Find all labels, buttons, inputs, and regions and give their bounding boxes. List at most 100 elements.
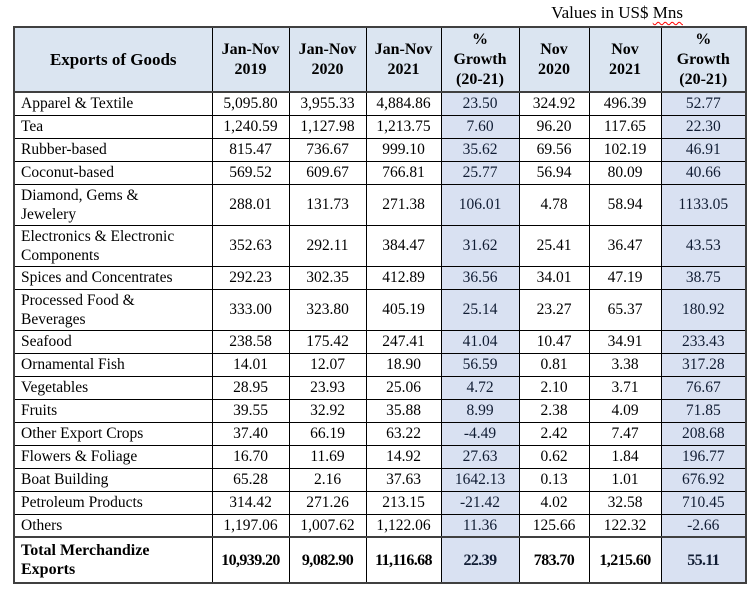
value-cell: 9,082.90 — [288, 536, 367, 584]
growth-value-cell: 1642.13 — [440, 467, 520, 492]
header-row: Exports of Goods Jan-Nov 2019 Jan-Nov 20… — [13, 26, 747, 93]
table-body: Apparel & Textile 5,095.80 3,955.33 4,884.8… — [13, 91, 747, 584]
value-cell: 3,955.33 — [288, 91, 367, 116]
growth-value-cell: 22.30 — [660, 114, 747, 139]
value-cell: 238.58 — [211, 329, 290, 354]
row-label: Electronics & Electronic Components — [13, 224, 213, 267]
value-cell: 7.47 — [588, 421, 662, 446]
value-cell: 63.22 — [365, 421, 442, 446]
header-pct-growth-nov: % Growth (20-21) — [660, 26, 747, 93]
value-cell: 1,240.59 — [211, 114, 290, 139]
exports-table: Exports of Goods Jan-Nov 2019 Jan-Nov 20… — [13, 26, 747, 584]
value-cell: 2.38 — [518, 398, 590, 423]
table-row: Others 1,197.06 1,007.62 1,122.06 11.36 125.6… — [13, 513, 747, 538]
value-cell: 5,095.80 — [211, 91, 290, 116]
table-row: Seafood 238.58 175.42 247.41 41.04 10.47 34.91… — [13, 329, 747, 354]
header-pct-growth-jan-nov: % Growth (20-21) — [440, 26, 520, 93]
value-cell: 2.16 — [288, 467, 367, 492]
table-row: Vegetables 28.95 23.93 25.06 4.72 2.10 3.71 76.… — [13, 375, 747, 400]
growth-value-cell: 22.39 — [440, 536, 520, 584]
growth-value-cell: 36.56 — [440, 265, 520, 290]
table-row: Coconut-based 569.52 609.67 766.81 25.77 56.9… — [13, 160, 747, 185]
value-cell: 292.11 — [288, 224, 367, 267]
value-cell: 496.39 — [588, 91, 662, 116]
growth-value-cell: 35.62 — [440, 137, 520, 162]
value-cell: 39.55 — [211, 398, 290, 423]
row-label: Rubber-based — [13, 137, 213, 162]
growth-value-cell: 317.28 — [660, 352, 747, 377]
growth-value-cell: 76.67 — [660, 375, 747, 400]
caption-misspelled-word: Mns — [652, 3, 683, 22]
table-row: Apparel & Textile 5,095.80 3,955.33 4,884.8… — [13, 91, 747, 116]
value-cell: 736.67 — [288, 137, 367, 162]
value-cell: 0.13 — [518, 467, 590, 492]
row-label: Ornamental Fish — [13, 352, 213, 377]
value-cell: 35.88 — [365, 398, 442, 423]
value-cell: 4.09 — [588, 398, 662, 423]
row-label: Tea — [13, 114, 213, 139]
value-cell: 11.69 — [288, 444, 367, 469]
value-cell: 333.00 — [211, 288, 290, 331]
value-cell: 766.81 — [365, 160, 442, 185]
header-nov-2021: Nov 2021 — [588, 26, 662, 93]
row-label: Spices and Concentrates — [13, 265, 213, 290]
value-cell: 0.81 — [518, 352, 590, 377]
table-row: Tea 1,240.59 1,127.98 1,213.75 7.60 96.20 117.… — [13, 114, 747, 139]
value-cell: 58.94 — [588, 183, 662, 226]
growth-value-cell: 31.62 — [440, 224, 520, 267]
growth-value-cell: 56.59 — [440, 352, 520, 377]
value-cell: 34.01 — [518, 265, 590, 290]
table-caption: Values in US$ Mns — [0, 0, 750, 26]
value-cell: 314.42 — [211, 490, 290, 515]
table-row: Other Export Crops 37.40 66.19 63.22 -4.49 2.… — [13, 421, 747, 446]
growth-value-cell: 25.77 — [440, 160, 520, 185]
row-label: Vegetables — [13, 375, 213, 400]
value-cell: 66.19 — [288, 421, 367, 446]
value-cell: 10,939.20 — [211, 536, 290, 584]
growth-value-cell: 71.85 — [660, 398, 747, 423]
value-cell: 4,884.86 — [365, 91, 442, 116]
growth-value-cell: -21.42 — [440, 490, 520, 515]
value-cell: 302.35 — [288, 265, 367, 290]
growth-value-cell: 52.77 — [660, 91, 747, 116]
growth-value-cell: 676.92 — [660, 467, 747, 492]
value-cell: 125.66 — [518, 513, 590, 538]
row-label: Petroleum Products — [13, 490, 213, 515]
header-jan-nov-2019: Jan-Nov 2019 — [211, 26, 290, 93]
growth-value-cell: 46.91 — [660, 137, 747, 162]
value-cell: 25.06 — [365, 375, 442, 400]
row-label: Seafood — [13, 329, 213, 354]
value-cell: 3.38 — [588, 352, 662, 377]
growth-value-cell: 41.04 — [440, 329, 520, 354]
table-row: Ornamental Fish 14.01 12.07 18.90 56.59 0.81 3… — [13, 352, 747, 377]
value-cell: 14.01 — [211, 352, 290, 377]
value-cell: 32.58 — [588, 490, 662, 515]
growth-value-cell: 1133.05 — [660, 183, 747, 226]
value-cell: 213.15 — [365, 490, 442, 515]
value-cell: 14.92 — [365, 444, 442, 469]
value-cell: 569.52 — [211, 160, 290, 185]
value-cell: 1,215.60 — [588, 536, 662, 584]
growth-value-cell: 25.14 — [440, 288, 520, 331]
value-cell: 412.89 — [365, 265, 442, 290]
value-cell: 292.23 — [211, 265, 290, 290]
growth-value-cell: 710.45 — [660, 490, 747, 515]
value-cell: 815.47 — [211, 137, 290, 162]
value-cell: 65.37 — [588, 288, 662, 331]
value-cell: 122.32 — [588, 513, 662, 538]
value-cell: 271.38 — [365, 183, 442, 226]
value-cell: 999.10 — [365, 137, 442, 162]
value-cell: 37.63 — [365, 467, 442, 492]
growth-value-cell: -4.49 — [440, 421, 520, 446]
value-cell: 247.41 — [365, 329, 442, 354]
value-cell: 609.67 — [288, 160, 367, 185]
table-row: Diamond, Gems & Jewelery 288.01 131.73 271.… — [13, 183, 747, 226]
row-label: Diamond, Gems & Jewelery — [13, 183, 213, 226]
value-cell: 2.42 — [518, 421, 590, 446]
value-cell: 25.41 — [518, 224, 590, 267]
value-cell: 1,197.06 — [211, 513, 290, 538]
value-cell: 96.20 — [518, 114, 590, 139]
value-cell: 783.70 — [518, 536, 590, 584]
growth-value-cell: 43.53 — [660, 224, 747, 267]
growth-value-cell: 38.75 — [660, 265, 747, 290]
